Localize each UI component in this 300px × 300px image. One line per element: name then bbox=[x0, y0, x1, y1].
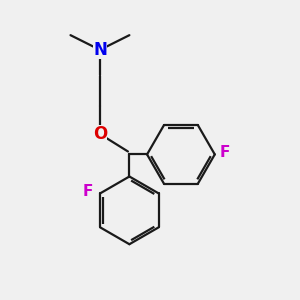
Text: F: F bbox=[83, 184, 94, 200]
Text: O: O bbox=[93, 125, 107, 143]
Text: N: N bbox=[93, 41, 107, 59]
Text: F: F bbox=[220, 146, 230, 160]
